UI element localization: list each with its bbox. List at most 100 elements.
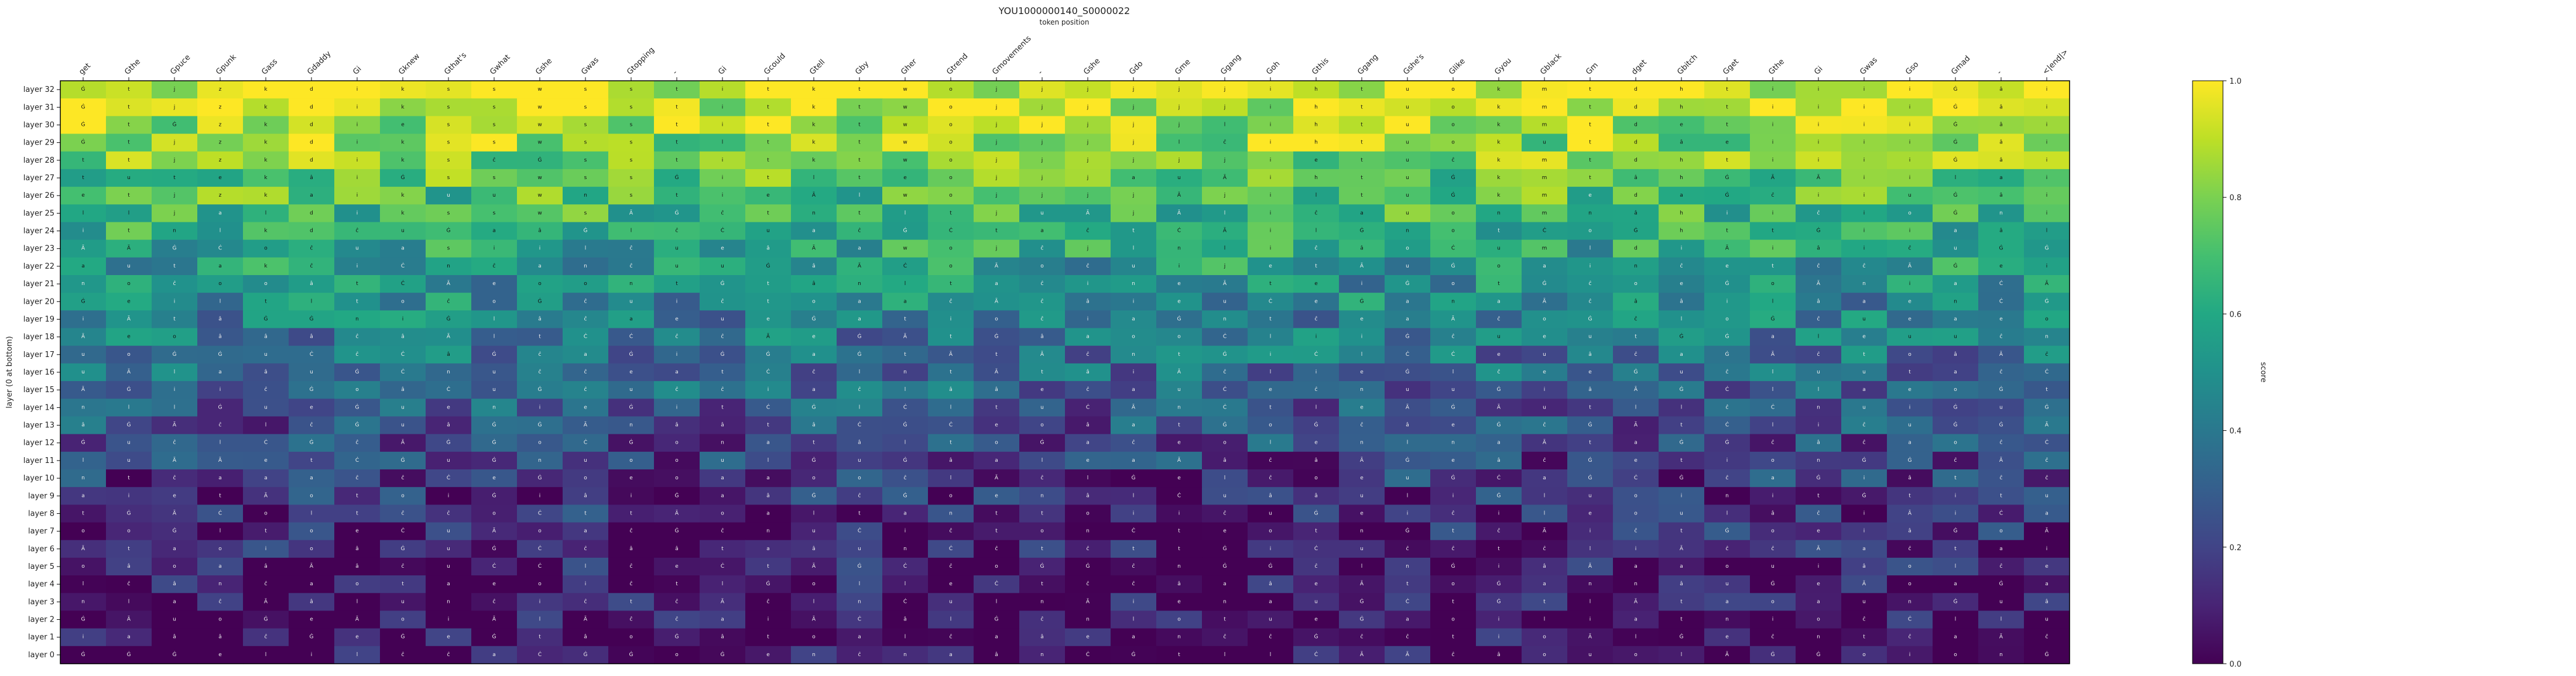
heatmap-cell	[837, 399, 883, 417]
cell-token-text: n	[1725, 617, 1729, 623]
heatmap-cell	[928, 610, 974, 629]
heatmap-cell	[608, 187, 655, 205]
cell-token-text: a	[1132, 175, 1135, 181]
cell-token-text: a	[127, 634, 131, 640]
cell-token-text: t	[173, 175, 176, 181]
cell-token-text: e	[1360, 404, 1364, 410]
cell-token-text: e	[1725, 634, 1729, 640]
heatmap-cell	[654, 575, 700, 593]
heatmap-cell	[974, 257, 1020, 276]
heatmap-cell	[1704, 187, 1751, 205]
cell-token-text: l	[950, 475, 952, 481]
cell-token-text: a	[1543, 475, 1546, 481]
heatmap-cell	[152, 487, 198, 505]
heatmap-cell	[1659, 310, 1705, 329]
heatmap-cell	[334, 505, 381, 523]
heatmap-cell	[197, 257, 244, 276]
heatmap-cell	[1978, 381, 2025, 399]
heatmap-cell	[1156, 628, 1203, 647]
heatmap-cell	[243, 451, 289, 470]
cell-token-text: j	[173, 157, 176, 163]
cell-token-text: â	[1999, 157, 2003, 163]
heatmap-cell	[1248, 275, 1294, 293]
heatmap-cell	[791, 293, 837, 311]
heatmap-cell	[1659, 222, 1705, 241]
heatmap-cell	[837, 469, 883, 488]
heatmap-cell	[1248, 593, 1294, 612]
cell-token-text: a	[903, 510, 907, 516]
cell-token-text: Ã	[264, 492, 268, 499]
cell-token-text: t	[950, 281, 952, 287]
cell-token-text: o	[310, 529, 313, 534]
heatmap-cell	[974, 399, 1020, 417]
x-tick-label: Gblack	[1539, 52, 1563, 76]
cell-token-text: ĉ	[1772, 634, 1775, 640]
cell-token-text: l	[357, 652, 358, 658]
heatmap-cell	[1293, 116, 1340, 135]
heatmap-cell	[928, 399, 974, 417]
heatmap-cell	[608, 434, 655, 452]
heatmap-cell	[1430, 416, 1477, 435]
cell-token-text: k	[264, 122, 268, 128]
heatmap-cell	[791, 593, 837, 612]
heatmap-cell	[517, 399, 563, 417]
cell-token-text: Ċ	[1634, 475, 1638, 481]
heatmap-cell	[1065, 416, 1111, 435]
cell-token-text: n	[1908, 599, 1912, 605]
heatmap-cell	[1567, 133, 1614, 152]
heatmap-cell	[1750, 451, 1796, 470]
heatmap-cell	[654, 487, 700, 505]
colorbar-tick-label: 0.8	[2229, 194, 2242, 203]
heatmap-cell	[608, 239, 655, 258]
cell-token-text: â	[447, 352, 450, 358]
heatmap-cell	[334, 328, 381, 346]
y-tick-label: layer 15	[23, 386, 54, 394]
cell-token-text: ĉ	[995, 545, 998, 552]
heatmap-cell	[1659, 187, 1705, 205]
heatmap-cell	[928, 257, 974, 276]
heatmap-cell	[2024, 575, 2070, 593]
heatmap-cell	[745, 116, 792, 135]
cell-token-text: Ã	[310, 563, 314, 569]
heatmap-cell	[380, 646, 426, 664]
cell-token-text: u	[721, 316, 724, 322]
heatmap-cell	[1065, 222, 1111, 241]
heatmap-cell	[1430, 204, 1477, 223]
cell-token-text: l	[357, 599, 358, 605]
cell-token-text: o	[1725, 316, 1729, 322]
cell-token-text: l	[950, 404, 952, 410]
heatmap-cell	[1065, 151, 1111, 170]
cell-token-text: t	[310, 458, 313, 464]
cell-token-text: Ã	[492, 528, 496, 534]
cell-token-text: t	[767, 87, 769, 92]
cell-token-text: e	[1588, 510, 1592, 516]
y-tick-label: layer 25	[23, 209, 54, 218]
cell-token-text: u	[1406, 157, 1409, 163]
cell-token-text: u	[1406, 122, 1409, 128]
cell-token-text: t	[1178, 529, 1180, 534]
heatmap-cell	[1750, 151, 1796, 170]
heatmap-cell	[974, 275, 1020, 293]
cell-token-text: l	[83, 581, 84, 587]
cell-token-text: s	[447, 246, 450, 252]
cell-token-text: Ã	[1406, 404, 1410, 410]
heatmap-cell	[1476, 469, 1522, 488]
heatmap-cell	[1841, 363, 1888, 382]
heatmap-cell	[1750, 345, 1796, 364]
cell-token-text: e	[1680, 122, 1683, 128]
heatmap-cell	[1659, 81, 1705, 99]
heatmap-cell	[1476, 575, 1522, 593]
cell-token-text: â	[1817, 440, 1820, 446]
heatmap-cell	[60, 522, 107, 541]
heatmap-cell	[471, 381, 518, 399]
cell-token-text: Ġ	[1817, 475, 1821, 481]
cell-token-text: ĉ	[1406, 545, 1409, 552]
cell-token-text: t	[128, 157, 130, 163]
cell-token-text: e	[492, 581, 496, 587]
heatmap-cell	[2024, 610, 2070, 629]
cell-token-text: t	[1680, 458, 1683, 464]
heatmap-cell	[1978, 575, 2025, 593]
heatmap-cell	[928, 593, 974, 612]
cell-token-text: â	[1680, 140, 1683, 146]
cell-token-text: o	[1223, 440, 1227, 446]
